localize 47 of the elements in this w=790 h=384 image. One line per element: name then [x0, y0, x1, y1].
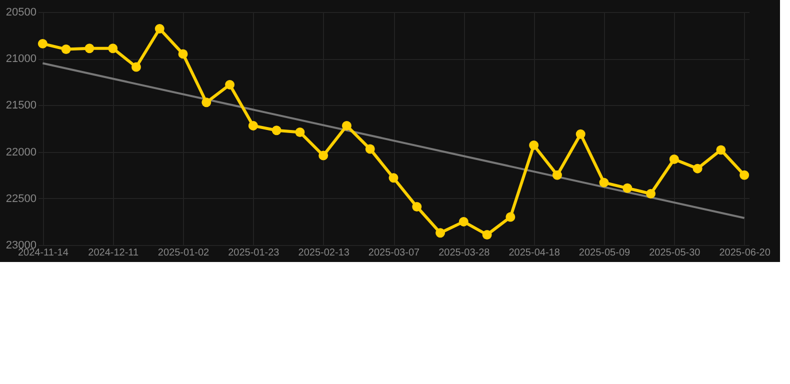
point [412, 202, 422, 212]
x-tick-label: 2025-01-02 [158, 248, 210, 258]
point [436, 228, 446, 238]
x-tick-label: 2024-12-11 [88, 248, 139, 258]
point [318, 150, 328, 160]
point [458, 216, 468, 226]
x-tick-label: 2025-03-28 [438, 248, 490, 258]
point [248, 120, 258, 130]
point [599, 178, 609, 188]
point [178, 49, 188, 59]
point [108, 44, 118, 54]
point [692, 164, 702, 174]
y-tick-label: 22000 [6, 146, 36, 158]
x-tick-label: 2025-01-23 [228, 248, 280, 258]
point [61, 44, 71, 54]
point [669, 154, 679, 164]
point [646, 189, 656, 198]
x-tick-label: 2025-05-30 [649, 248, 701, 258]
point [342, 120, 352, 130]
point [576, 129, 586, 139]
point [388, 173, 398, 183]
x-tick-label: 2024-11-14 [18, 248, 69, 258]
point [740, 170, 750, 180]
y-tick-label: 21000 [6, 53, 36, 66]
point [506, 212, 516, 222]
point [622, 183, 632, 193]
point [365, 144, 375, 154]
x-tick-label: 2025-04-18 [508, 248, 560, 258]
point [716, 145, 726, 155]
point [154, 24, 164, 34]
x-tick-label: 2025-05-09 [578, 248, 631, 258]
point [225, 80, 235, 90]
point [272, 126, 282, 136]
x-tick-label: 2025-02-13 [298, 248, 350, 258]
point [131, 62, 141, 72]
y-tick-label: 21500 [6, 100, 36, 112]
point [529, 140, 539, 150]
point [84, 44, 94, 54]
x-tick-label: 2025-03-07 [368, 248, 420, 258]
point [482, 230, 492, 240]
point [202, 98, 212, 108]
x-tick-label: 2025-06-20 [719, 248, 771, 258]
point [295, 127, 305, 137]
point [552, 170, 562, 180]
y-tick-label: 20500 [6, 6, 36, 18]
point [38, 38, 48, 48]
y-tick-label: 22500 [6, 192, 36, 205]
